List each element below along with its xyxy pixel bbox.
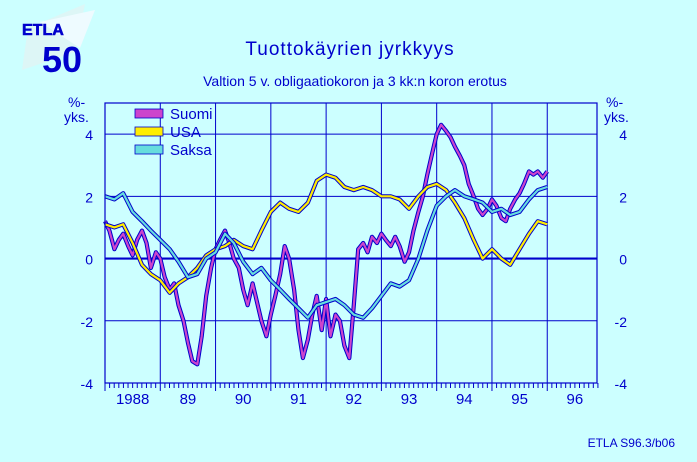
y-axis-label-right-line1: %- bbox=[606, 94, 623, 110]
x-tick-label: 93 bbox=[401, 391, 418, 408]
x-tick-label: 1988 bbox=[116, 391, 149, 408]
chart-subtitle: Valtion 5 v. obligaatiokoron ja 3 kk:n k… bbox=[203, 73, 507, 89]
axis-ticks: -4 -4 -2 -2 0 0 2 2 4 4 1988 89 90 91 92 93 94 95 96 bbox=[81, 127, 628, 408]
y-axis-label-right-line2: yks. bbox=[604, 109, 629, 125]
y-tick-label-left: 4 bbox=[85, 127, 93, 143]
plot-frame bbox=[104, 102, 598, 384]
y-tick-label-left: -4 bbox=[81, 376, 94, 392]
legend-label-usa: USA bbox=[170, 124, 201, 141]
chart-title: Tuottokäyrien jyrkkyys bbox=[245, 39, 454, 60]
x-tick-label: 95 bbox=[511, 391, 528, 408]
y-tick-label-right: 0 bbox=[619, 252, 627, 268]
y-tick-label-left: 0 bbox=[85, 252, 93, 268]
x-tick-label: 90 bbox=[235, 391, 252, 408]
y-tick-label-right: -4 bbox=[615, 376, 628, 392]
series-line-saksa bbox=[104, 185, 548, 319]
source-note: ETLA S96.3/b06 bbox=[588, 436, 676, 450]
x-tick-label: 94 bbox=[456, 391, 473, 408]
y-axis-label-left-line2: yks. bbox=[64, 109, 89, 125]
series-line-usa bbox=[104, 173, 548, 294]
y-axis-label-left-line1: %- bbox=[68, 94, 85, 110]
legend-swatch-suomi bbox=[134, 108, 164, 119]
legend-label-saksa: Saksa bbox=[170, 142, 212, 159]
legend-swatch-saksa bbox=[134, 144, 164, 155]
y-tick-label-right: 4 bbox=[619, 127, 627, 143]
x-tick-label: 96 bbox=[567, 391, 584, 408]
logo-number: 50 bbox=[42, 39, 82, 80]
y-tick-label-left: -2 bbox=[81, 314, 94, 330]
x-tick-label: 92 bbox=[345, 391, 362, 408]
series-lines bbox=[103, 122, 549, 367]
legend-swatch-usa bbox=[134, 126, 164, 137]
y-tick-label-right: 2 bbox=[619, 189, 627, 205]
legend: Suomi USA Saksa bbox=[134, 106, 213, 159]
etla-logo: ETLA 50 bbox=[22, 4, 95, 80]
y-tick-label-left: 2 bbox=[85, 189, 93, 205]
x-tick-label: 89 bbox=[180, 391, 197, 408]
legend-label-suomi: Suomi bbox=[170, 106, 213, 123]
series-line-suomi bbox=[104, 123, 549, 366]
x-tick-label: 91 bbox=[290, 391, 307, 408]
y-tick-label-right: -2 bbox=[615, 314, 628, 330]
logo-text: ETLA bbox=[22, 22, 64, 39]
